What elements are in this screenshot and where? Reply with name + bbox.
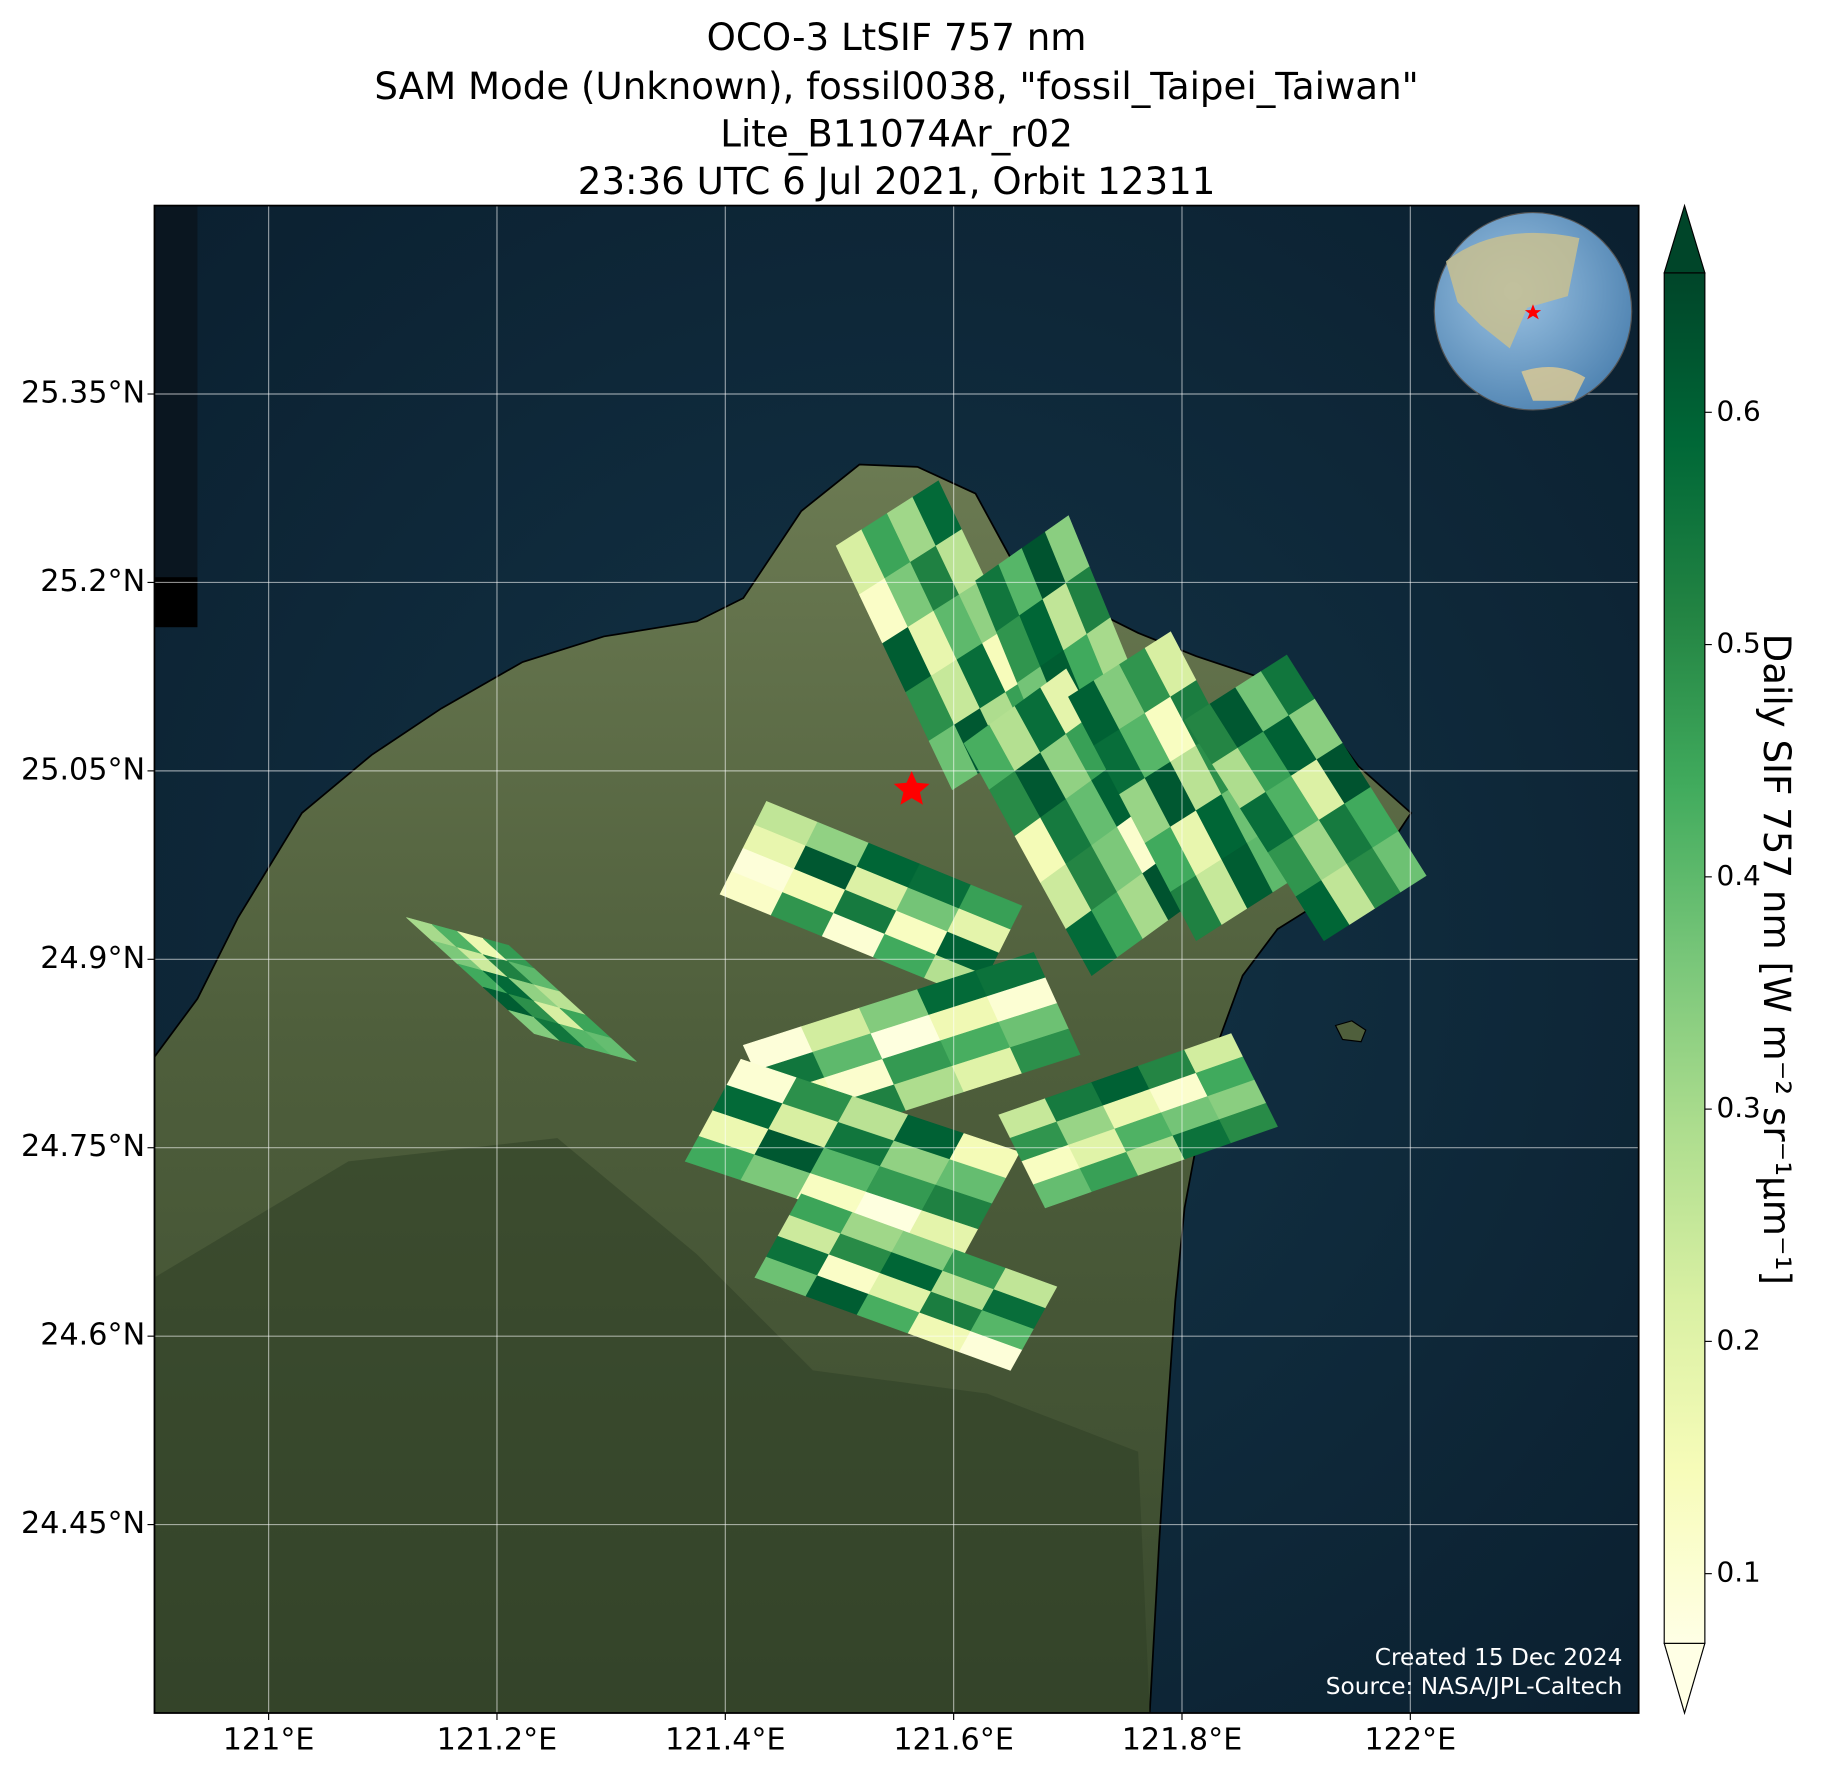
x-tick-label: 121.6°E: [893, 1722, 1014, 1757]
title-line: SAM Mode (Unknown), fossil0038, "fossil_…: [374, 65, 1418, 108]
data-gap: [154, 205, 198, 628]
colorbar-tick-label: 0.1: [1716, 1556, 1760, 1589]
globe-land: [1445, 232, 1580, 349]
footprint: [1372, 831, 1427, 893]
y-tick-label: 25.2°N: [40, 564, 145, 599]
y-tick-label: 24.9°N: [40, 941, 145, 976]
y-tick-label: 25.05°N: [21, 752, 145, 787]
footprint: [993, 1267, 1058, 1309]
y-tick-label: 25.35°N: [21, 376, 145, 411]
footprint: [1219, 1102, 1278, 1144]
colorbar-label: Daily SIF 757 nm [W m⁻² sr⁻¹μm⁻¹]: [1755, 634, 1798, 1285]
grid: [154, 205, 1639, 1714]
title-line: OCO-3 LtSIF 757 nm: [707, 16, 1087, 59]
x-tick-label: 121°E: [223, 1722, 315, 1757]
y-tick-label: 24.45°N: [21, 1506, 145, 1541]
y-tick-label: 24.75°N: [21, 1129, 145, 1164]
x-tick-label: 122°E: [1364, 1722, 1456, 1757]
colorbar-extend-max: [1663, 203, 1706, 274]
footprint: [585, 1031, 637, 1062]
globe-marker: [1524, 304, 1542, 320]
inset-globe: [1433, 211, 1633, 411]
mountains: [154, 1138, 1150, 1714]
colorbar-extend-min: [1663, 1642, 1706, 1716]
colorbar-tick-label: 0.2: [1716, 1323, 1760, 1356]
x-tick-label: 121.8°E: [1122, 1722, 1243, 1757]
colorbar-body: [1663, 272, 1706, 1644]
x-tick-label: 121.2°E: [437, 1722, 558, 1757]
site-marker: [893, 771, 930, 805]
colorbar-tick-label: 0.6: [1716, 394, 1760, 427]
island: [1334, 1020, 1367, 1043]
title-line: Lite_B11074Ar_r02: [720, 112, 1073, 155]
map-background: [154, 205, 1639, 1714]
colorbar-tick-label: 0.5: [1716, 627, 1760, 660]
footprint: [1009, 1028, 1081, 1074]
footprint: [958, 884, 1023, 930]
y-tick-label: 24.6°N: [40, 1318, 145, 1353]
footprints: [406, 480, 1427, 1371]
credit: Source: NASA/JPL-Caltech: [1326, 1673, 1623, 1700]
colorbar-tick-label: 0.4: [1716, 859, 1760, 892]
colorbar-tick-label: 0.3: [1716, 1091, 1760, 1124]
titles: OCO-3 LtSIF 757 nm SAM Mode (Unknown), f…: [374, 16, 1418, 203]
colorbar: 0.1 0.2 0.3 0.4 0.5 0.6: [1663, 203, 1761, 1716]
globe-land: [1521, 367, 1586, 401]
credit: Created 15 Dec 2024: [1375, 1644, 1623, 1671]
x-tick-label: 121.4°E: [665, 1722, 786, 1757]
title-line: 23:36 UTC 6 Jul 2021, Orbit 12311: [578, 160, 1216, 203]
data-gap: [154, 577, 198, 628]
